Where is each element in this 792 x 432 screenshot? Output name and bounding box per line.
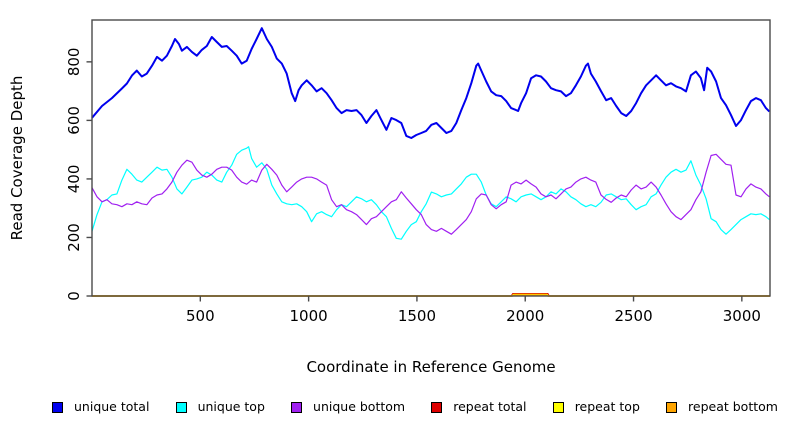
legend-label: unique top: [197, 398, 265, 414]
x-tick-label: 1000: [290, 307, 328, 325]
coverage-chart-area: 500 1000 1500 2000 2500 3000 0 200 400 600 800 Coo…: [8, 19, 771, 376]
legend-item: unique top: [175, 398, 265, 414]
x-tick-label: 2000: [506, 307, 544, 325]
y-tick-label: 600: [65, 106, 83, 135]
legend-item: repeat top: [552, 398, 640, 414]
legend-swatch-icon: [552, 401, 564, 413]
legend-swatch-icon: [175, 401, 187, 413]
series-group: [91, 27, 771, 297]
legend-item: repeat bottom: [666, 398, 778, 414]
legend-label: repeat top: [574, 398, 640, 414]
x-tick-label: 500: [186, 307, 215, 325]
y-tick-label: 200: [65, 223, 83, 252]
legend-label: repeat total: [453, 398, 527, 414]
series-line-unique-total: [91, 27, 771, 139]
legend-label: repeat bottom: [688, 398, 778, 414]
legend-label: unique bottom: [313, 398, 406, 414]
plot-box: [91, 19, 771, 297]
y-tick-label: 400: [65, 165, 83, 194]
legend-swatch-icon: [431, 401, 443, 413]
series-line-unique-bottom: [91, 153, 770, 235]
legend-label: unique total: [74, 398, 150, 414]
coverage-plot: 500 1000 1500 2000 2500 3000 0 200 400 600 800 Coo…: [8, 19, 771, 376]
x-tick-label: 3000: [723, 307, 761, 325]
y-tick-label: 800: [65, 48, 83, 77]
chart-legend: unique total unique top unique bottom repea…: [0, 392, 792, 422]
legend-item: unique total: [52, 398, 150, 414]
x-tick-label: 2500: [614, 307, 652, 325]
axes-group: 500 1000 1500 2000 2500 3000 0 200 400 600 800: [65, 19, 771, 325]
legend-item: repeat total: [431, 398, 527, 414]
x-tick-label: 1500: [398, 307, 436, 325]
legend-swatch-icon: [52, 401, 63, 413]
x-axis-label: Coordinate in Reference Genome: [306, 358, 555, 376]
y-tick-label: 0: [65, 291, 83, 301]
y-axis-label: Read Coverage Depth: [8, 76, 26, 241]
legend-swatch-icon: [666, 401, 678, 413]
legend-item: unique bottom: [291, 398, 406, 414]
legend-swatch-icon: [291, 401, 303, 413]
series-line-unique-top: [91, 146, 770, 240]
